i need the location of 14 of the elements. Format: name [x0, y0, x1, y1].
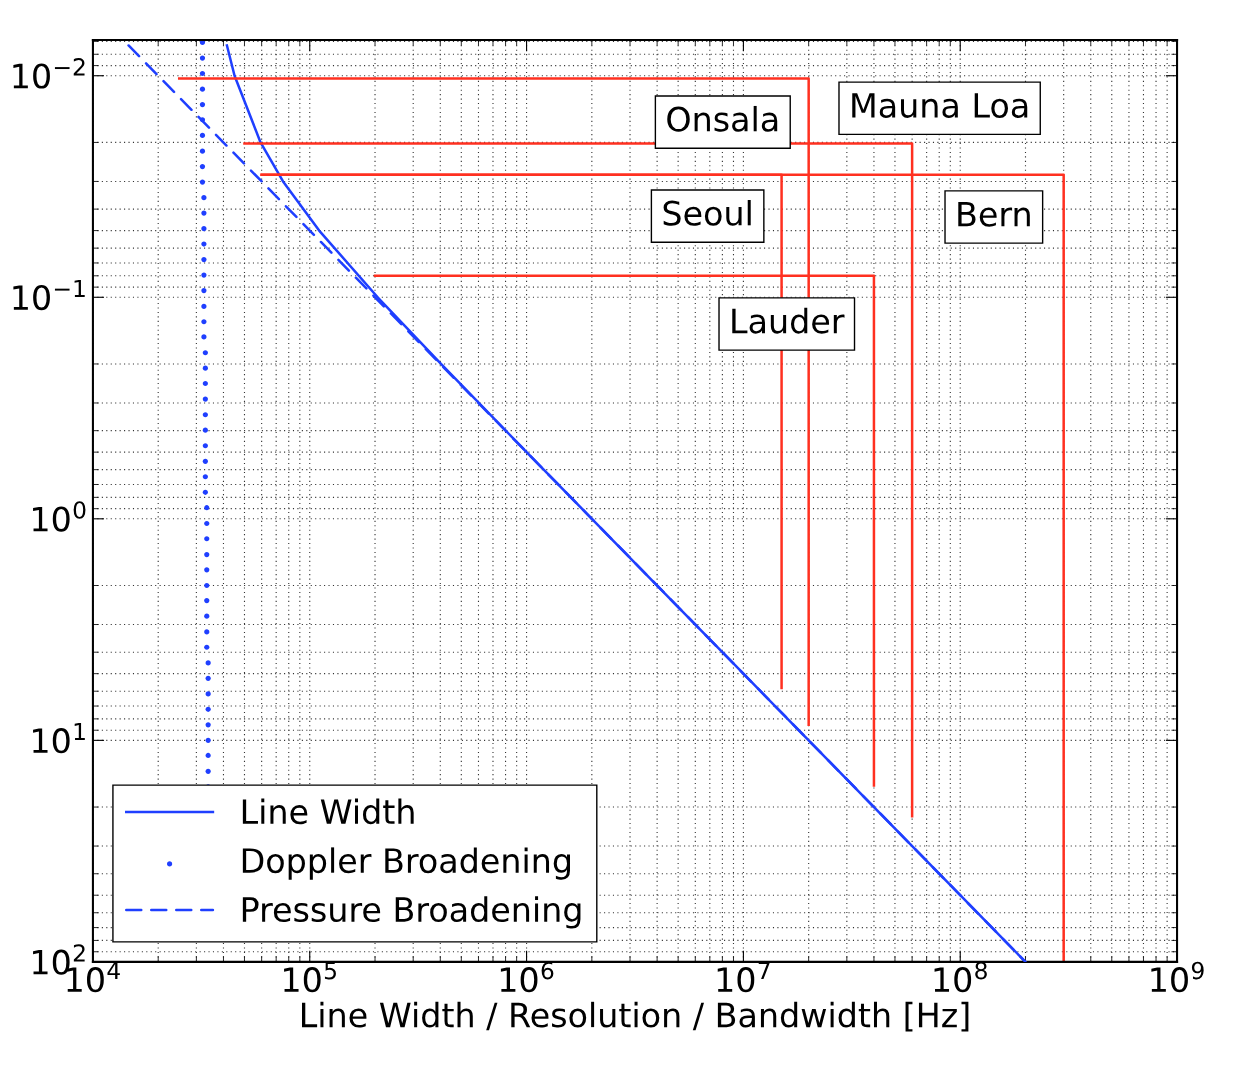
y-tick-label: 10$^{−1}$	[13, 279, 85, 311]
x-axis-title: Line Width / Resolution / Bandwidth [Hz]	[302, 1001, 969, 1032]
legend-label: Doppler Broadening	[242, 847, 570, 880]
annotation: Lauder	[732, 307, 845, 334]
x-tick-label: 10$^{9}$	[1151, 961, 1204, 993]
legend-label: Line Width	[242, 798, 414, 825]
annotation: Seoul	[663, 199, 751, 226]
y-tick-label: 10$^{0}$	[33, 501, 86, 532]
y-tick-label: 10$^{−2}$	[13, 58, 85, 89]
annotation: Onsala	[667, 105, 778, 132]
y-tick-label: 10$^{1}$	[33, 723, 85, 754]
legend-label: Pressure Broadening	[242, 896, 581, 929]
annotation: Bern	[958, 201, 1030, 227]
annotation: Mauna Loa	[852, 93, 1028, 118]
